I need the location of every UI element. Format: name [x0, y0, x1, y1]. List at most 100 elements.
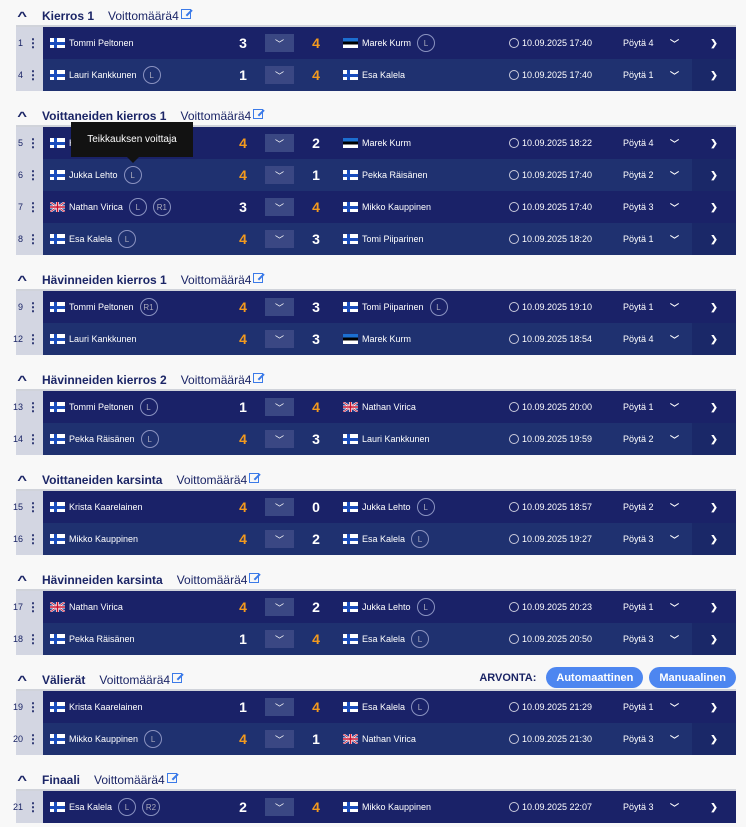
player-name[interactable]: Esa Kalela [362, 70, 406, 80]
score-dropdown-button[interactable]: ﹀ [265, 530, 294, 548]
score-dropdown-button[interactable]: ﹀ [265, 34, 294, 52]
score-dropdown-button[interactable]: ﹀ [265, 134, 294, 152]
drag-handle-icon[interactable]: ⋮ [27, 600, 39, 614]
score-dropdown-button[interactable]: ﹀ [265, 598, 294, 616]
collapse-caret-icon[interactable]: ^ [17, 108, 28, 123]
player-name[interactable]: Pekka Räisänen [69, 434, 135, 444]
collapse-caret-icon[interactable]: ^ [17, 672, 28, 687]
open-match-arrow-icon[interactable]: ❯ [692, 323, 736, 355]
edit-icon[interactable] [180, 8, 191, 19]
score-dropdown-button[interactable]: ﹀ [265, 230, 294, 248]
open-match-arrow-icon[interactable]: ❯ [692, 127, 736, 159]
edit-icon[interactable] [249, 472, 260, 483]
edit-icon[interactable] [166, 772, 177, 783]
player-name[interactable]: Nathan Virica [69, 202, 123, 212]
drag-handle-icon[interactable]: ⋮ [27, 400, 39, 414]
player-name[interactable]: Tomi Piiparinen [362, 302, 424, 312]
player-name[interactable]: Krista Kaarelainen [69, 702, 143, 712]
player-name[interactable]: Marek Kurm [362, 334, 412, 344]
drag-handle-icon[interactable]: ⋮ [27, 332, 39, 346]
table-dropdown-chevron-icon[interactable]: ﹀ [670, 170, 680, 181]
drag-handle-icon[interactable]: ⋮ [27, 500, 39, 514]
player-name[interactable]: Tomi Piiparinen [362, 234, 424, 244]
auto-draw-button[interactable]: Automaattinen [546, 667, 644, 688]
drag-handle-icon[interactable]: ⋮ [27, 136, 39, 150]
player-name[interactable]: Jukka Lehto [69, 170, 118, 180]
edit-icon[interactable] [249, 572, 260, 583]
table-dropdown-chevron-icon[interactable]: ﹀ [670, 334, 680, 345]
open-match-arrow-icon[interactable]: ❯ [692, 27, 736, 59]
open-match-arrow-icon[interactable]: ❯ [692, 791, 736, 823]
drag-handle-icon[interactable]: ⋮ [27, 632, 39, 646]
drag-handle-icon[interactable]: ⋮ [27, 800, 39, 814]
table-dropdown-chevron-icon[interactable]: ﹀ [670, 602, 680, 613]
score-dropdown-button[interactable]: ﹀ [265, 798, 294, 816]
drag-handle-icon[interactable]: ⋮ [27, 232, 39, 246]
player-name[interactable]: Lauri Kankkunen [69, 70, 137, 80]
player-name[interactable]: Krista Kaarelainen [69, 502, 143, 512]
table-dropdown-chevron-icon[interactable]: ﹀ [670, 302, 680, 313]
player-name[interactable]: Nathan Virica [362, 734, 416, 744]
collapse-caret-icon[interactable]: ^ [17, 372, 28, 387]
player-name[interactable]: Marek Kurm [362, 138, 412, 148]
player-name[interactable]: Mikko Kauppinen [362, 802, 432, 812]
drag-handle-icon[interactable]: ⋮ [27, 432, 39, 446]
drag-handle-icon[interactable]: ⋮ [27, 532, 39, 546]
open-match-arrow-icon[interactable]: ❯ [692, 59, 736, 91]
open-match-arrow-icon[interactable]: ❯ [692, 191, 736, 223]
table-dropdown-chevron-icon[interactable]: ﹀ [670, 702, 680, 713]
table-dropdown-chevron-icon[interactable]: ﹀ [670, 202, 680, 213]
score-dropdown-button[interactable]: ﹀ [265, 498, 294, 516]
drag-handle-icon[interactable]: ⋮ [27, 36, 39, 50]
open-match-arrow-icon[interactable]: ❯ [692, 723, 736, 755]
table-dropdown-chevron-icon[interactable]: ﹀ [670, 70, 680, 81]
player-name[interactable]: Tommi Peltonen [69, 38, 134, 48]
open-match-arrow-icon[interactable]: ❯ [692, 291, 736, 323]
edit-icon[interactable] [253, 372, 264, 383]
player-name[interactable]: Jukka Lehto [362, 502, 411, 512]
score-dropdown-button[interactable]: ﹀ [265, 430, 294, 448]
player-name[interactable]: Pekka Räisänen [69, 634, 135, 644]
player-name[interactable]: Mikko Kauppinen [69, 734, 139, 744]
table-dropdown-chevron-icon[interactable]: ﹀ [670, 502, 680, 513]
table-dropdown-chevron-icon[interactable]: ﹀ [670, 802, 680, 813]
player-name[interactable]: Marek Kurm [362, 38, 412, 48]
player-name[interactable]: Tommi Peltonen [69, 302, 134, 312]
table-dropdown-chevron-icon[interactable]: ﹀ [670, 634, 680, 645]
drag-handle-icon[interactable]: ⋮ [27, 732, 39, 746]
score-dropdown-button[interactable]: ﹀ [265, 298, 294, 316]
player-name[interactable]: Lauri Kankkunen [69, 334, 137, 344]
score-dropdown-button[interactable]: ﹀ [265, 630, 294, 648]
open-match-arrow-icon[interactable]: ❯ [692, 591, 736, 623]
table-dropdown-chevron-icon[interactable]: ﹀ [670, 434, 680, 445]
player-name[interactable]: Nathan Virica [362, 402, 416, 412]
edit-icon[interactable] [253, 108, 264, 119]
collapse-caret-icon[interactable]: ^ [17, 772, 28, 787]
edit-icon[interactable] [253, 272, 264, 283]
open-match-arrow-icon[interactable]: ❯ [692, 423, 736, 455]
open-match-arrow-icon[interactable]: ❯ [692, 391, 736, 423]
table-dropdown-chevron-icon[interactable]: ﹀ [670, 402, 680, 413]
collapse-caret-icon[interactable]: ^ [17, 572, 28, 587]
player-name[interactable]: Tommi Peltonen [69, 402, 134, 412]
table-dropdown-chevron-icon[interactable]: ﹀ [670, 138, 680, 149]
drag-handle-icon[interactable]: ⋮ [27, 200, 39, 214]
player-name[interactable]: Esa Kalela [362, 702, 406, 712]
open-match-arrow-icon[interactable]: ❯ [692, 491, 736, 523]
score-dropdown-button[interactable]: ﹀ [265, 730, 294, 748]
open-match-arrow-icon[interactable]: ❯ [692, 223, 736, 255]
drag-handle-icon[interactable]: ⋮ [27, 68, 39, 82]
player-name[interactable]: Jukka Lehto [362, 602, 411, 612]
table-dropdown-chevron-icon[interactable]: ﹀ [670, 534, 680, 545]
score-dropdown-button[interactable]: ﹀ [265, 166, 294, 184]
manual-draw-button[interactable]: Manuaalinen [649, 667, 736, 688]
score-dropdown-button[interactable]: ﹀ [265, 330, 294, 348]
drag-handle-icon[interactable]: ⋮ [27, 300, 39, 314]
open-match-arrow-icon[interactable]: ❯ [692, 623, 736, 655]
player-name[interactable]: Esa Kalela [362, 534, 406, 544]
open-match-arrow-icon[interactable]: ❯ [692, 159, 736, 191]
score-dropdown-button[interactable]: ﹀ [265, 398, 294, 416]
open-match-arrow-icon[interactable]: ❯ [692, 523, 736, 555]
drag-handle-icon[interactable]: ⋮ [27, 168, 39, 182]
drag-handle-icon[interactable]: ⋮ [27, 700, 39, 714]
